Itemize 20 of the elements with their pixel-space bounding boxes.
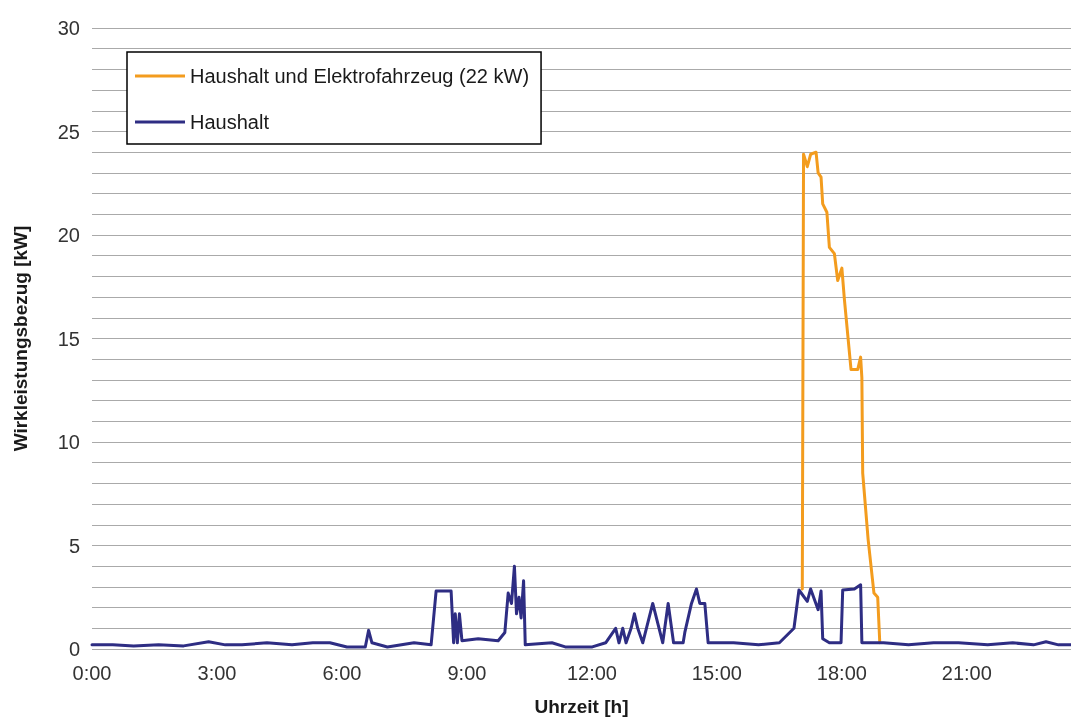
y-tick-label: 30: [57, 17, 80, 39]
line-series: [90, 564, 1071, 649]
x-tick-label: 18:00: [816, 662, 867, 684]
x-tick-label: 12:00: [566, 662, 617, 684]
x-tick-label: 6:00: [322, 662, 362, 684]
y-tick-label: 25: [57, 120, 80, 143]
legend-label: Haushalt: [190, 111, 270, 133]
y-tick-label: 10: [57, 431, 80, 453]
x-tick-label: 21:00: [941, 662, 992, 684]
y-axis-title: Wirkleistungsbezug [kW]: [10, 225, 31, 452]
x-tick-label: 0:00: [72, 662, 112, 684]
legend-label: Haushalt und Elektrofahrzeug (22 kW): [190, 65, 530, 87]
x-axis-title: Uhrzeit [h]: [534, 696, 629, 717]
y-tick-label: 5: [68, 534, 80, 557]
y-tick-label: 15: [57, 327, 80, 350]
y-tick-label: 20: [57, 224, 80, 246]
x-tick-label: 15:00: [691, 662, 742, 684]
x-tick-label: 9:00: [447, 662, 487, 684]
y-tick-label: 0: [68, 638, 80, 660]
x-tick-label: 3:00: [197, 662, 237, 684]
